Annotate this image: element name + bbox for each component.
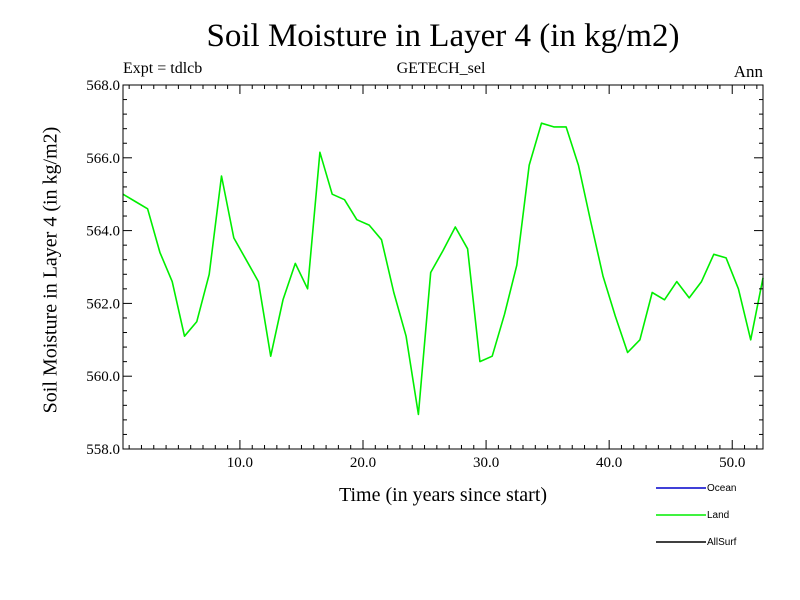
x-tick-label: 20.0: [350, 455, 376, 471]
series-line-land: [122, 122, 764, 416]
y-tick-label: 558.0: [86, 442, 120, 458]
x-tick-label: 30.0: [473, 455, 499, 471]
x-tick-label: 10.0: [227, 455, 253, 471]
y-tick-label: 566.0: [86, 151, 120, 167]
period-label: Ann: [733, 62, 763, 81]
y-tick-label: 564.0: [86, 224, 120, 240]
chart-title: Soil Moisture in Layer 4 (in kg/m2): [206, 18, 680, 54]
plot-frame: [122, 84, 764, 450]
experiment-label: Expt = tdlcb: [123, 60, 203, 77]
legend-label-land: Land: [707, 510, 729, 521]
legend: Ocean Land AllSurf: [656, 483, 737, 548]
x-tick-label: 50.0: [719, 455, 745, 471]
legend-label-allsurf: AllSurf: [707, 537, 737, 548]
legend-label-ocean: Ocean: [707, 483, 736, 494]
x-axis-label: Time (in years since start): [338, 484, 548, 506]
ticks-layer: 10.0 20.0 30.0 40.0 50.0 558.0 560.0 562.0 564.0…: [86, 78, 763, 471]
dataset-label: GETECH_sel: [396, 60, 486, 77]
y-tick-label: 562.0: [86, 296, 120, 312]
y-tick-label: 568.0: [86, 78, 120, 94]
y-tick-label: 560.0: [86, 369, 120, 385]
series-layer: [122, 122, 764, 416]
x-tick-label: 40.0: [596, 455, 622, 471]
